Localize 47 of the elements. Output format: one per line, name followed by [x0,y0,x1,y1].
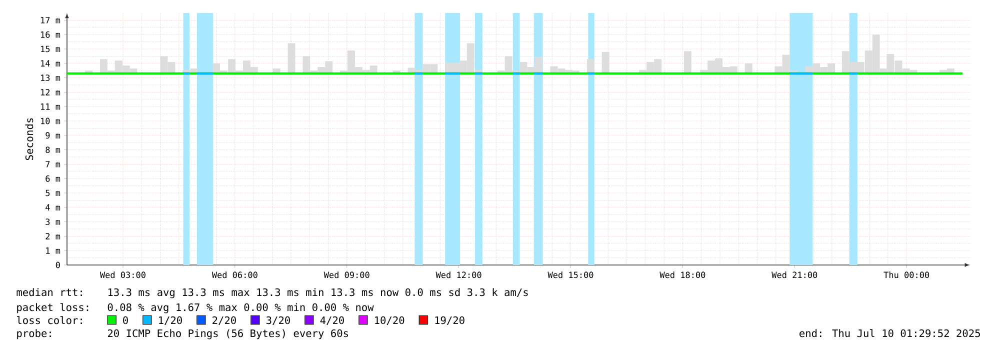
x-tick-label: Wed 09:00 [324,272,370,278]
legend-label: 4/20 [320,316,344,325]
legend-label: 19/20 [435,316,464,325]
legend-label: 1/20 [159,316,182,325]
bar [602,52,610,74]
y-tick-label: 8 m [46,146,60,154]
text: 20 ICMP Echo Pings (56 Bytes) every 60s [108,329,348,340]
y-tick-label: 0 [56,262,60,268]
text: 13.3 ms avg 13.3 ms max 13.3 ms min 13.3 ms now 0.0 ms sd 3.3 k am/s [108,288,528,298]
text: packet loss: [17,303,88,314]
legend-label: 3/20 [266,316,290,325]
y-tick-label: 5 m [46,190,60,196]
legend-title: loss color: [16,316,82,324]
y-tick-label: 9 m [46,132,60,139]
x-tick-label: Wed 15:00 [548,272,594,278]
y-tick-label: 3 m [46,218,60,226]
y-tick-label: 7 m [46,161,60,168]
bar [288,43,296,74]
x-tick-label: Wed 03:00 [100,272,146,278]
legend-label: 2/20 [212,316,236,325]
y-tick-label: 2 m [46,233,60,240]
x-tick-label: Wed 18:00 [660,272,706,278]
text: end: Thu Jul 10 01:29:52 2025 [800,329,980,338]
y-tick-label: 10 m [41,118,60,124]
y-tick-label: 12 m [41,89,60,96]
legend-label: 0 [123,316,128,324]
y-tick-label: 13 m [41,74,60,82]
text: median rtt: [16,288,82,296]
y-tick-label: 6 m [46,175,60,182]
y-tick-label: 4 m [46,204,60,210]
y-axis-title: Seconds [25,118,34,160]
y-tick-label: 11 m [41,103,60,110]
y-tick-label: 1 m [46,247,60,254]
bar [744,63,752,74]
bar [586,59,594,74]
legend-label: 10/20 [375,316,404,325]
text: 0.08 % avg 1.67 % max 0.00 % min 0.00 % now [108,303,374,314]
text: probe: [17,329,51,340]
y-tick-label: 14 m [41,60,60,66]
y-tick-label: 15 m [41,46,60,52]
y-tick-label: 16 m [41,31,60,38]
y-tick-label: 17 m [41,17,60,24]
bar [684,51,692,74]
x-tick-label: Wed 06:00 [212,272,258,278]
x-tick-label: Thu 00:00 [884,272,930,278]
x-tick-label: Wed 12:00 [436,272,482,278]
x-tick-label: Wed 21:00 [772,272,818,278]
